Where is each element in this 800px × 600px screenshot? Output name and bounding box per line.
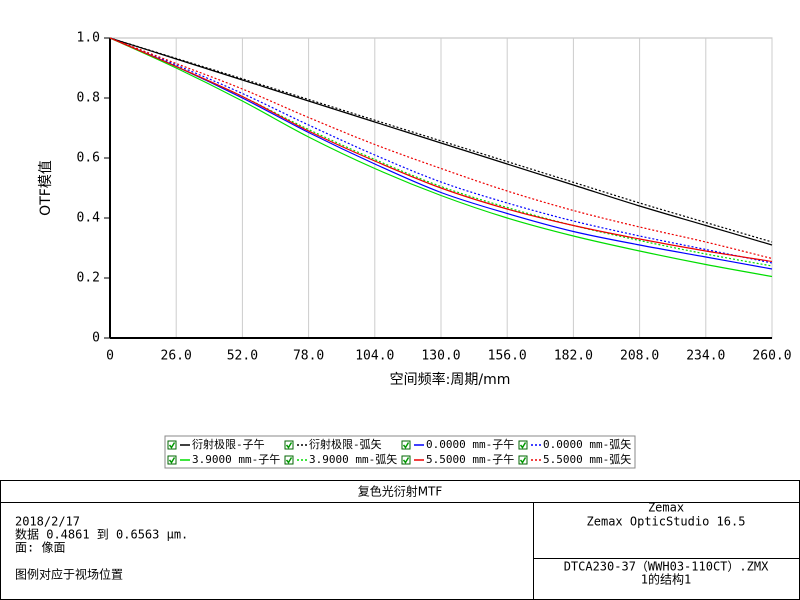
legend-check: [519, 457, 527, 464]
footer-text: 2018/2/17: [15, 515, 80, 529]
footer-text: DTCA230-37（WWH03-110CT）.ZMX: [564, 560, 769, 574]
legend-check: [285, 457, 293, 464]
legend-label: 3.9000 mm-弧矢: [309, 452, 397, 466]
legend-check: [168, 442, 176, 449]
footer-text: 面: 像面: [15, 541, 65, 555]
legend-checkbox: [284, 455, 294, 465]
footer-text: 图例对应于视场位置: [15, 567, 123, 582]
x-tick-label: 52.0: [227, 349, 258, 364]
legend-check: [168, 457, 176, 464]
series-line: [109, 37, 773, 278]
y-axis-label: OTF模值: [38, 160, 54, 216]
legend-checkbox: [518, 440, 528, 450]
x-tick-label: 104.0: [355, 349, 394, 364]
y-tick-label: 0.4: [77, 211, 101, 226]
series-line: [109, 37, 773, 263]
series-line: [109, 37, 773, 267]
legend-checkbox: [518, 455, 528, 465]
legend-checkbox: [401, 455, 411, 465]
legend-check: [402, 457, 410, 464]
series-line: [109, 37, 773, 270]
x-tick-label: 260.0: [752, 349, 791, 364]
y-tick-label: 0: [92, 331, 100, 346]
x-axis-label: 空间频率:周期/mm: [390, 371, 511, 388]
legend-checkbox: [401, 440, 411, 450]
x-tick-label: 26.0: [161, 349, 192, 364]
footer-text: 数据 0.4861 到 0.6563 μm.: [15, 527, 188, 542]
legend-box: [164, 435, 636, 469]
legend-check: [285, 442, 293, 449]
legend-check: [402, 442, 410, 449]
legend-label: 衍射极限-子午: [192, 437, 265, 451]
legend-label: 0.0000 mm-子午: [426, 438, 514, 451]
legend: 衍射极限-子午 衍射极限-弧矢 0.0000 mm-子午 0.0000 mm-弧矢 3.…: [167, 437, 631, 466]
y-tick-label: 0.8: [77, 91, 100, 106]
legend-label: 5.5000 mm-弧矢: [543, 452, 631, 466]
footer-text: Zemax: [648, 501, 684, 515]
x-tick-label: 182.0: [554, 349, 593, 364]
legend-label: 3.9000 mm-子午: [192, 453, 280, 466]
legend-checkbox: [284, 440, 294, 450]
series-line: [109, 37, 773, 260]
x-tick-label: 208.0: [620, 349, 659, 364]
legend-checkbox: [167, 440, 177, 450]
x-tick-label: 130.0: [421, 349, 460, 364]
legend-checkbox: [167, 455, 177, 465]
x-tick-label: 234.0: [686, 349, 725, 364]
legend-label: 衍射极限-弧矢: [309, 437, 382, 451]
y-tick-label: 1.0: [77, 31, 100, 46]
x-tick-label: 78.0: [293, 349, 324, 364]
footer: 复色光衍射MTF 2018/2/17 数据 0.4861 到 0.6563 μm…: [0, 480, 800, 600]
x-tick-label: 156.0: [488, 349, 527, 364]
footer-text: Zemax OpticStudio 16.5: [587, 515, 746, 529]
series-line: [109, 37, 773, 246]
y-tick-label: 0.6: [77, 151, 100, 166]
legend-label: 0.0000 mm-弧矢: [543, 437, 631, 451]
legend-label: 5.5000 mm-子午: [426, 453, 514, 466]
footer-title: 复色光衍射MTF: [358, 484, 443, 499]
legend-check: [519, 442, 527, 449]
footer-text: 1的结构1: [641, 572, 691, 587]
y-tick-label: 0.2: [77, 271, 100, 286]
series-line: [109, 37, 773, 264]
x-tick-label: 0: [106, 349, 114, 364]
